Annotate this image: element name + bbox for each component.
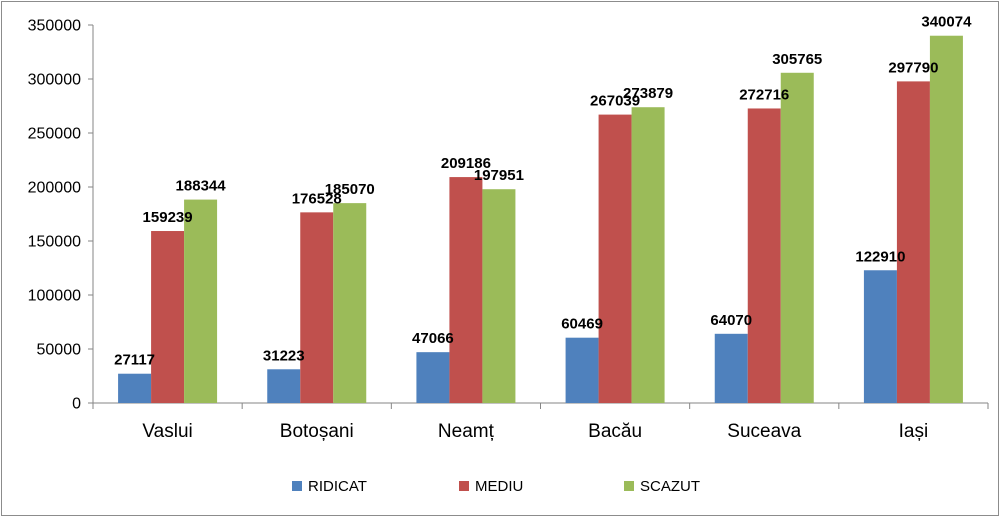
bar-ridicat: [565, 337, 599, 403]
y-tick-label: 250000: [28, 126, 81, 143]
data-label: 31223: [263, 347, 305, 364]
x-tick-label: Vaslui: [142, 421, 192, 442]
data-label: 297790: [888, 59, 938, 76]
bar-mediu: [896, 81, 930, 403]
bars: [118, 35, 963, 404]
bar-mediu: [300, 212, 334, 403]
data-label: 176528: [292, 190, 342, 207]
bar-scazut: [333, 203, 367, 403]
bar-ridicat: [416, 352, 450, 403]
data-label: 305765: [772, 51, 822, 68]
data-label: 273879: [623, 85, 673, 102]
x-tick-label: Botoșani: [280, 421, 354, 442]
legend-label: RIDICAT: [308, 478, 367, 495]
x-tick-label: Suceava: [727, 421, 801, 442]
y-tick-label: 150000: [28, 234, 81, 251]
data-label: 60469: [561, 316, 603, 333]
bar-mediu: [598, 114, 632, 404]
data-label: 27117: [114, 352, 155, 369]
legend: RIDICAT MEDIU SCAZUT: [292, 478, 700, 495]
data-label: 340074: [921, 14, 972, 31]
legend-swatch-ridicat: [292, 481, 302, 491]
bar-ridicat: [863, 270, 897, 403]
data-labels: 27117 31223 47066 60469 64070 122910 159239 176…: [114, 14, 972, 369]
y-tick-label: 300000: [28, 72, 81, 89]
bar-ridicat: [714, 333, 748, 403]
y-tick-label: 50000: [37, 342, 82, 359]
y-tick-label: 100000: [28, 288, 81, 305]
data-label: 188344: [176, 178, 227, 195]
data-label: 272716: [739, 86, 789, 103]
x-tick-label: Iași: [899, 421, 929, 442]
legend-swatch-scazut: [624, 481, 634, 491]
bar-scazut: [780, 72, 814, 403]
bar-ridicat: [267, 369, 301, 403]
legend-label: MEDIU: [475, 478, 523, 495]
axes: 0 50000 100000 150000 200000 250000 300000 3500…: [28, 18, 989, 442]
x-tick-label: Neamț: [438, 421, 495, 442]
y-tick-label: 0: [72, 396, 81, 413]
data-label: 209186: [441, 155, 491, 172]
x-tick-label: Bacău: [588, 421, 642, 442]
data-label: 197951: [474, 167, 524, 184]
data-label: 267039: [590, 93, 640, 110]
bar-scazut: [184, 199, 218, 403]
legend-swatch-mediu: [459, 481, 469, 491]
bar-scazut: [929, 35, 963, 403]
bar-mediu: [449, 177, 483, 403]
y-tick-label: 200000: [28, 180, 81, 197]
data-label: 122910: [855, 248, 905, 265]
data-label: 64070: [710, 312, 752, 329]
bar-mediu: [747, 108, 781, 403]
bar-ridicat: [118, 373, 152, 403]
legend-label: SCAZUT: [640, 478, 700, 495]
bar-scazut: [482, 189, 516, 403]
data-label: 159239: [143, 209, 193, 226]
bar-scazut: [631, 107, 665, 403]
data-label: 47066: [412, 330, 454, 347]
y-tick-label: 350000: [28, 18, 81, 35]
bar-mediu: [151, 231, 185, 403]
data-label: 185070: [325, 181, 375, 198]
